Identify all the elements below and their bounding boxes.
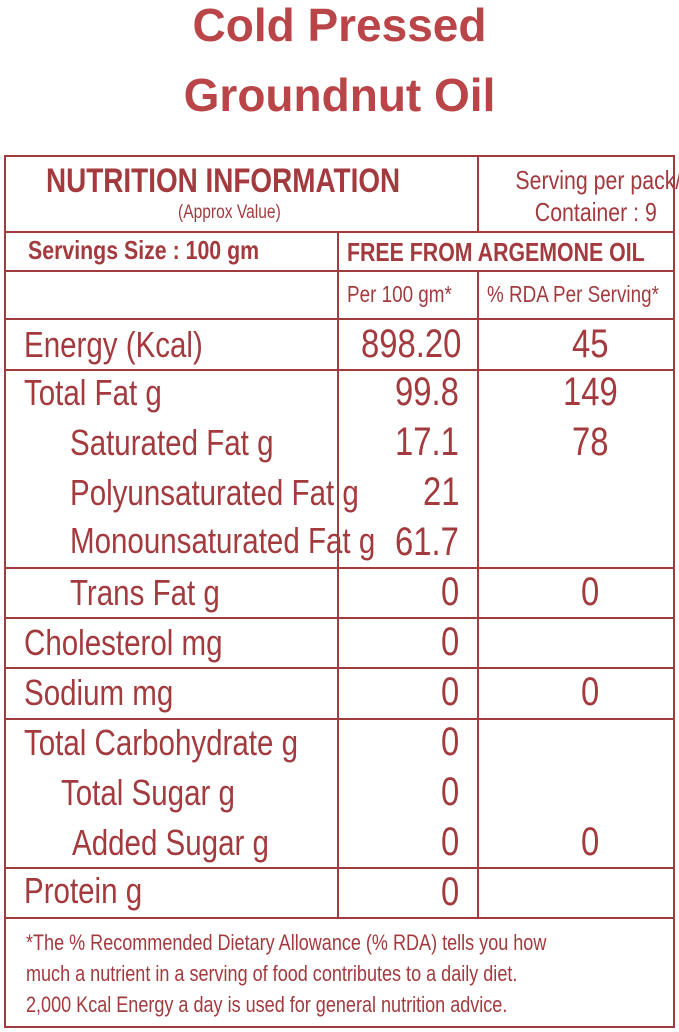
nutrient-name: Cholesterol mg [24,622,223,663]
column-rda-per-serving: % RDA Per Serving* [487,281,659,307]
nutrient-per-100gm: 61.7 [395,520,459,564]
nutrient-rda: 0 [580,570,600,614]
product-title-line-2: Groundnut Oil [183,69,496,121]
nutrient-per-100gm: 898.20 [361,322,462,366]
divider [6,318,673,320]
nutrient-rda: 45 [571,322,609,366]
nutrient-per-100gm: 17.1 [395,420,459,464]
nutrient-per-100gm: 99.8 [395,370,459,414]
nutrient-rda: 149 [562,370,618,414]
nutrient-rda: 0 [580,670,600,714]
divider [477,157,479,232]
product-title-line-1: Cold Pressed [192,0,487,51]
divider [477,271,479,918]
nutrient-name: Total Carbohydrate g [24,722,299,763]
nutrient-rda [535,720,645,765]
rda-footnote-line-2: much a nutrient in a serving of food con… [26,961,518,986]
nutrient-name: Added Sugar g [72,822,269,863]
divider [6,617,673,619]
approx-value-note: (Approx Value) [178,202,281,223]
nutrition-heading: NUTRITION INFORMATION [46,162,401,200]
serving-per-pack-line-1: Serving per pack/ [515,165,679,195]
nutrient-rda [535,870,645,915]
divider [6,917,673,919]
nutrient-name: Monounsaturated Fat g [70,520,376,561]
divider [6,231,673,233]
serving-size: Servings Size : 100 gm [28,235,260,265]
nutrient-name: Sodium mg [24,672,174,713]
nutrient-per-100gm: 0 [440,870,459,914]
argemone-free-claim: FREE FROM ARGEMONE OIL [347,237,645,267]
nutrient-name: Protein g [24,870,143,911]
nutrient-per-100gm: 0 [440,570,459,614]
nutrient-rda: 0 [580,820,600,864]
nutrient-per-100gm: 0 [440,770,459,814]
divider [6,718,673,720]
divider [337,232,339,918]
divider [6,867,673,869]
nutrient-name: Polyunsaturated Fat g [70,472,359,513]
divider [6,369,673,371]
nutrient-rda [535,520,645,565]
divider [6,270,673,272]
nutrient-name: Energy (Kcal) [24,324,203,365]
nutrient-per-100gm: 0 [440,720,459,764]
nutrient-rda [535,770,645,815]
divider [6,667,673,669]
nutrient-name: Trans Fat g [70,572,220,613]
nutrient-per-100gm: 0 [440,670,459,714]
nutrient-per-100gm: 0 [440,620,459,664]
nutrient-per-100gm: 0 [440,820,459,864]
nutrient-rda [535,470,645,515]
serving-per-pack-line-2: Container : 9 [534,197,657,227]
nutrition-panel: NUTRITION INFORMATION (Approx Value) Ser… [4,155,679,1028]
nutrient-per-100gm: 21 [422,470,459,514]
divider [6,567,673,569]
nutrient-name: Total Sugar g [61,772,235,813]
nutrient-name: Total Fat g [24,372,162,413]
nutrient-rda [535,620,645,665]
nutrient-rda: 78 [571,420,609,464]
rda-footnote-line-1: *The % Recommended Dietary Allowance (% … [26,930,547,955]
nutrient-name: Saturated Fat g [70,422,274,463]
column-per-100gm: Per 100 gm* [347,281,452,307]
rda-footnote-line-3: 2,000 Kcal Energy a day is used for gene… [26,992,508,1017]
